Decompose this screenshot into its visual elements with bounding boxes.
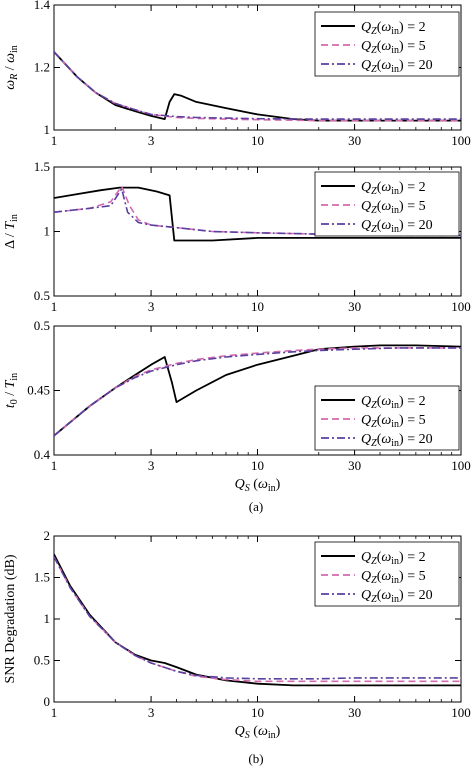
y-tick-label: 1.5 <box>34 159 50 174</box>
legend-entry-label: QZ(ωin) = 2 <box>361 550 426 567</box>
x-tick-label: 3 <box>148 705 155 720</box>
x-tick-label: 3 <box>148 299 155 314</box>
y-tick-label: 0.5 <box>34 653 50 668</box>
x-tick-label: 10 <box>251 458 264 473</box>
x-tick-label: 1 <box>51 299 58 314</box>
series-line-qz-5 <box>54 185 461 237</box>
legend-entry-label: QZ(ωin) = 5 <box>361 569 426 586</box>
x-axis-label: QS (ωin) <box>235 724 281 741</box>
series-line-qz-20 <box>54 556 461 680</box>
legend-box <box>314 385 460 451</box>
x-tick-label: 30 <box>348 133 361 148</box>
series-line-qz-5 <box>54 51 461 122</box>
legend-entry-label: QZ(ωin) = 2 <box>361 180 426 197</box>
y-tick-label: 1.2 <box>34 60 50 75</box>
legend: QZ(ωin) = 2 QZ(ωin) = 5 QZ(ωin) = 20 <box>314 541 460 607</box>
x-tick-label: 10 <box>251 299 264 314</box>
x-tick-label: 30 <box>348 458 361 473</box>
series-line-qz-20 <box>54 347 461 437</box>
x-tick-label: 1 <box>51 133 58 148</box>
series-line-qz-20 <box>54 51 461 120</box>
y-axis-label: ωR / ωin <box>3 45 20 90</box>
legend-entry-label: QZ(ωin) = 2 <box>361 20 426 37</box>
y-axis-label: t0 / Tin <box>3 373 20 408</box>
y-axis-label: Δ / Tin <box>3 214 20 249</box>
x-tick-label: 1 <box>51 458 58 473</box>
series-line-qz-20 <box>54 188 461 237</box>
y-tick-label: 2 <box>44 528 51 543</box>
legend-entry-label: QZ(ωin) = 5 <box>361 39 426 56</box>
legend-entry-label: QZ(ωin) = 5 <box>361 199 426 216</box>
y-tick-label: 0.4 <box>34 447 51 462</box>
y-tick-label: 0 <box>44 694 51 709</box>
caption-b: (b) <box>248 751 263 766</box>
y-tick-label: 1 <box>44 611 51 626</box>
x-tick-label: 10 <box>251 133 264 148</box>
x-tick-label: 10 <box>251 705 264 720</box>
y-tick-label: 0.5 <box>34 288 50 303</box>
legend-entry-label: QZ(ωin) = 20 <box>361 58 433 75</box>
legend-entry-label: QZ(ωin) = 20 <box>361 588 433 605</box>
x-tick-label: 3 <box>148 133 155 148</box>
x-tick-label: 30 <box>348 705 361 720</box>
legend: QZ(ωin) = 2 QZ(ωin) = 5 QZ(ωin) = 20 <box>314 11 460 77</box>
legend: QZ(ωin) = 2 QZ(ωin) = 5 QZ(ωin) = 20 <box>314 171 460 237</box>
legend-entry-label: QZ(ωin) = 20 <box>361 432 433 449</box>
legend: QZ(ωin) = 2 QZ(ωin) = 5 QZ(ωin) = 20 <box>314 385 460 451</box>
plot-t0: 1 3 10 30 100 0.4 0.45 0.5 t0 / Tin QS (ωin) QZ(ωi… <box>3 318 471 494</box>
x-tick-label: 3 <box>148 458 155 473</box>
legend-entry-label: QZ(ωin) = 5 <box>361 413 426 430</box>
caption-a: (a) <box>249 499 263 514</box>
y-tick-label: 1.5 <box>34 570 50 585</box>
legend-box <box>314 171 460 237</box>
plot-snr-degradation: 1 3 10 30 100 0 0.5 1 1.5 2 SNR Degradation (dB) QS… <box>3 528 471 741</box>
x-tick-label: 100 <box>451 705 471 720</box>
x-tick-label: 100 <box>451 458 471 473</box>
x-tick-label: 100 <box>451 133 471 148</box>
y-tick-label: 0.5 <box>34 318 50 333</box>
legend-box <box>314 541 460 607</box>
legend-box <box>314 11 460 77</box>
legend-entry-label: QZ(ωin) = 2 <box>361 394 426 411</box>
x-tick-label: 100 <box>451 299 471 314</box>
x-tick-label: 30 <box>348 299 361 314</box>
y-tick-label: 1.4 <box>34 0 51 12</box>
x-tick-label: 1 <box>51 705 58 720</box>
y-axis-label: SNR Degradation (dB) <box>3 554 18 683</box>
y-tick-label: 1 <box>44 122 51 137</box>
y-tick-label: 1 <box>44 224 51 239</box>
y-tick-label: 0.45 <box>27 383 50 398</box>
x-axis-label: QS (ωin) <box>235 477 281 494</box>
series-line-qz-2 <box>54 186 461 242</box>
legend-entry-label: QZ(ωin) = 20 <box>361 218 433 235</box>
